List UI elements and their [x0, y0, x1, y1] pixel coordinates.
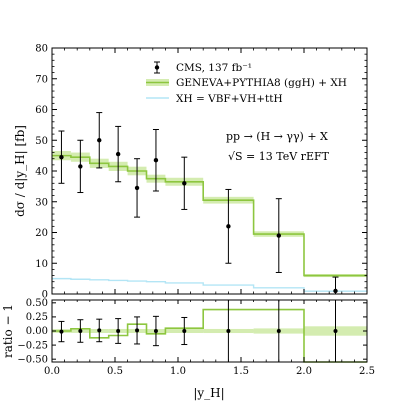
main-y-tick-label: 80 — [35, 44, 48, 55]
ratio-data-point — [96, 318, 103, 343]
cms-data-point — [77, 139, 84, 194]
x-tick-label: 0.0 — [44, 366, 60, 377]
ratio-marker — [135, 328, 140, 333]
energy-annotation: √S = 13 TeV rEFT — [228, 150, 330, 163]
x-axis-ticks: 0.0 0.5 1.0 1.5 2.0 2.5 — [44, 48, 375, 377]
ratio-data-point — [276, 300, 281, 362]
ratio-y-tick-label: −0.25 — [17, 340, 48, 351]
ratio-marker — [59, 329, 64, 334]
ratio-data-point — [152, 315, 159, 347]
legend-xh-label: XH = VBF+VH+ttH — [176, 93, 283, 105]
legend-geneva-label: GENEVA+PYTHIA8 (ggH) + XH — [176, 77, 347, 89]
legend-item-geneva: GENEVA+PYTHIA8 (ggH) + XH — [146, 77, 347, 89]
x-tick-label: 2.5 — [359, 366, 375, 377]
cms-data-point — [58, 130, 65, 184]
cms-marker — [182, 181, 187, 186]
cms-marker — [226, 224, 231, 229]
ratio-y-tick-label: −0.50 — [17, 354, 48, 365]
cms-data-point — [275, 198, 282, 273]
geneva-step-line — [52, 154, 367, 277]
ratio-marker — [153, 329, 158, 333]
main-y-tick-label: 70 — [35, 74, 48, 85]
ratio-data-point — [134, 316, 141, 345]
x-tick-label: 0.5 — [107, 366, 123, 377]
main-y-axis-label: dσ / d|y_H| [fb] — [13, 125, 27, 217]
main-y-tick-label: 60 — [35, 105, 48, 116]
ratio-marker — [182, 329, 187, 333]
main-y-tick-label: 50 — [35, 136, 48, 147]
legend-cms-label: CMS, 137 fb⁻¹ — [176, 62, 252, 74]
main-y-tick-label: 30 — [35, 197, 48, 208]
x-tick-label: 1.5 — [233, 366, 249, 377]
ratio-marker — [276, 329, 281, 333]
ratio-plot-area — [52, 300, 367, 363]
ratio-marker — [97, 328, 102, 333]
x-tick-label: 2.0 — [296, 366, 312, 377]
ratio-data-point — [58, 320, 65, 343]
ratio-marker — [116, 329, 121, 333]
main-y-tick-label: 10 — [35, 259, 48, 270]
cms-marker — [97, 138, 102, 143]
legend: CMS, 137 fb⁻¹ GENEVA+PYTHIA8 (ggH) + XH … — [146, 61, 347, 105]
cms-data-point — [115, 125, 122, 183]
cms-marker — [333, 288, 338, 294]
ratio-marker — [226, 329, 231, 333]
cms-marker — [153, 158, 159, 163]
main-plot-area — [52, 112, 367, 295]
ratio-data-point — [115, 318, 122, 344]
main-y-tick-label: 0 — [42, 290, 48, 301]
cms-marker — [78, 164, 83, 169]
legend-cms-marker — [154, 65, 160, 70]
cms-data-point — [96, 112, 103, 169]
ratio-data-point — [333, 300, 338, 362]
ratio-data-point — [226, 300, 231, 362]
cms-data-point — [332, 276, 339, 295]
ratio-step-line — [52, 308, 367, 363]
main-y-ticks: 0 10 20 30 40 50 60 70 80 — [35, 44, 367, 301]
ratio-panel: 0.50 0.25 0.00 −0.25 −0.50 ratio − 1 — [1, 298, 368, 365]
legend-item-xh: XH = VBF+VH+ttH — [146, 93, 283, 105]
ratio-y-ticks: 0.50 0.25 0.00 −0.25 −0.50 — [17, 298, 367, 365]
ratio-y-axis-label: ratio − 1 — [1, 304, 15, 358]
ratio-marker — [78, 329, 83, 333]
cms-data-point — [134, 158, 141, 218]
ratio-data-point — [181, 316, 188, 346]
x-axis-label: |y_H| — [193, 386, 224, 400]
main-panel: 0 10 20 30 40 50 60 70 80 dσ / d|y_H| [fb] CMS, … — [13, 44, 368, 301]
main-y-tick-label: 20 — [35, 228, 48, 239]
ratio-y-tick-label: 0.50 — [26, 298, 48, 309]
main-y-tick-label: 40 — [35, 167, 48, 178]
ratio-y-tick-label: 0.00 — [26, 326, 48, 337]
ratio-y-tick-label: 0.25 — [26, 312, 48, 323]
cms-data-point — [225, 188, 232, 264]
ratio-data-point — [77, 319, 84, 343]
cms-marker — [59, 154, 64, 160]
cms-data-point — [152, 128, 159, 192]
legend-item-cms: CMS, 137 fb⁻¹ — [154, 61, 252, 74]
x-tick-label: 1.0 — [170, 366, 186, 377]
process-annotation: pp → (H → γγ) + X — [226, 130, 328, 143]
ratio-marker — [333, 329, 338, 333]
cms-data-point — [181, 156, 188, 210]
cms-marker — [134, 185, 140, 191]
xh-step-line — [52, 277, 367, 292]
cms-marker — [115, 151, 121, 157]
cms-marker — [276, 233, 281, 238]
